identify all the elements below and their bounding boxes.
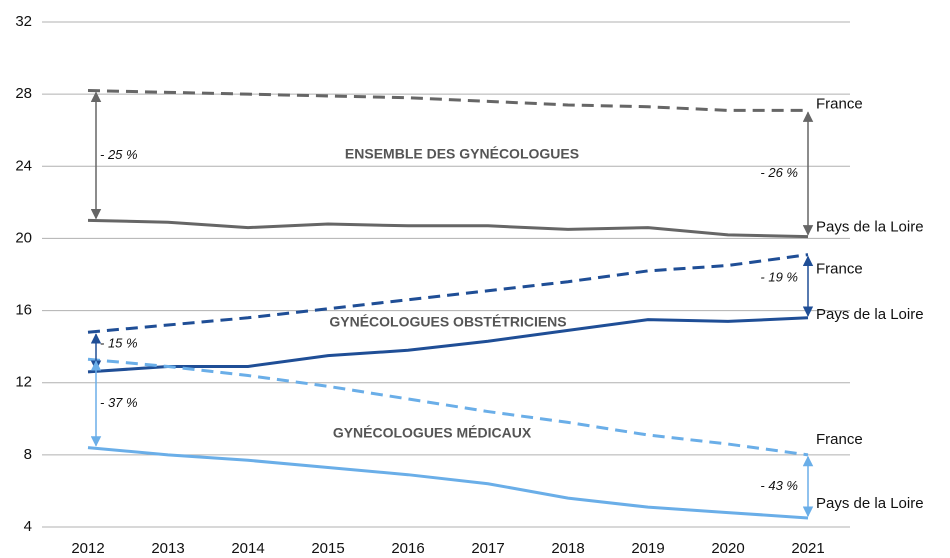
y-tick-label: 24 [15, 157, 32, 174]
y-tick-label: 32 [15, 13, 32, 30]
group-label: GYNÉCOLOGUES MÉDICAUX [333, 425, 532, 441]
series-end-label: France [816, 261, 863, 278]
x-tick-label: 2014 [231, 540, 264, 557]
series-end-label: France [816, 431, 863, 448]
x-tick-label: 2019 [631, 540, 664, 557]
y-tick-label: 12 [15, 374, 32, 391]
x-tick-label: 2018 [551, 540, 584, 557]
series-line [87, 357, 809, 457]
change-label: - 15 % [100, 335, 138, 350]
series-line [87, 218, 809, 239]
series-end-label: France [816, 95, 863, 112]
change-label: - 19 % [760, 270, 798, 285]
x-tick-label: 2017 [471, 540, 504, 557]
x-tick-label: 2020 [711, 540, 744, 557]
change-label: - 43 % [760, 478, 798, 493]
series-line [87, 253, 809, 334]
group-label: GYNÉCOLOGUES OBSTÉTRICIENS [329, 314, 566, 330]
x-tick-label: 2012 [71, 540, 104, 557]
series-end-label: Pays de la Loire [816, 219, 924, 236]
series-line [87, 316, 809, 374]
change-label: - 37 % [100, 395, 138, 410]
x-tick-label: 2021 [791, 540, 824, 557]
series-end-label: Pays de la Loire [816, 306, 924, 323]
change-label: - 25 % [100, 147, 138, 162]
y-tick-label: 8 [24, 446, 32, 463]
y-tick-label: 4 [24, 518, 32, 535]
y-tick-label: 28 [15, 85, 32, 102]
x-tick-label: 2016 [391, 540, 424, 557]
series-line [87, 89, 808, 112]
y-tick-label: 20 [15, 229, 32, 246]
series-line [87, 446, 809, 520]
group-label: ENSEMBLE DES GYNÉCOLOGUES [345, 146, 579, 162]
change-label: - 26 % [760, 165, 798, 180]
series-end-label: Pays de la Loire [816, 495, 924, 512]
x-tick-label: 2013 [151, 540, 184, 557]
y-tick-label: 16 [15, 302, 32, 319]
x-tick-label: 2015 [311, 540, 344, 557]
